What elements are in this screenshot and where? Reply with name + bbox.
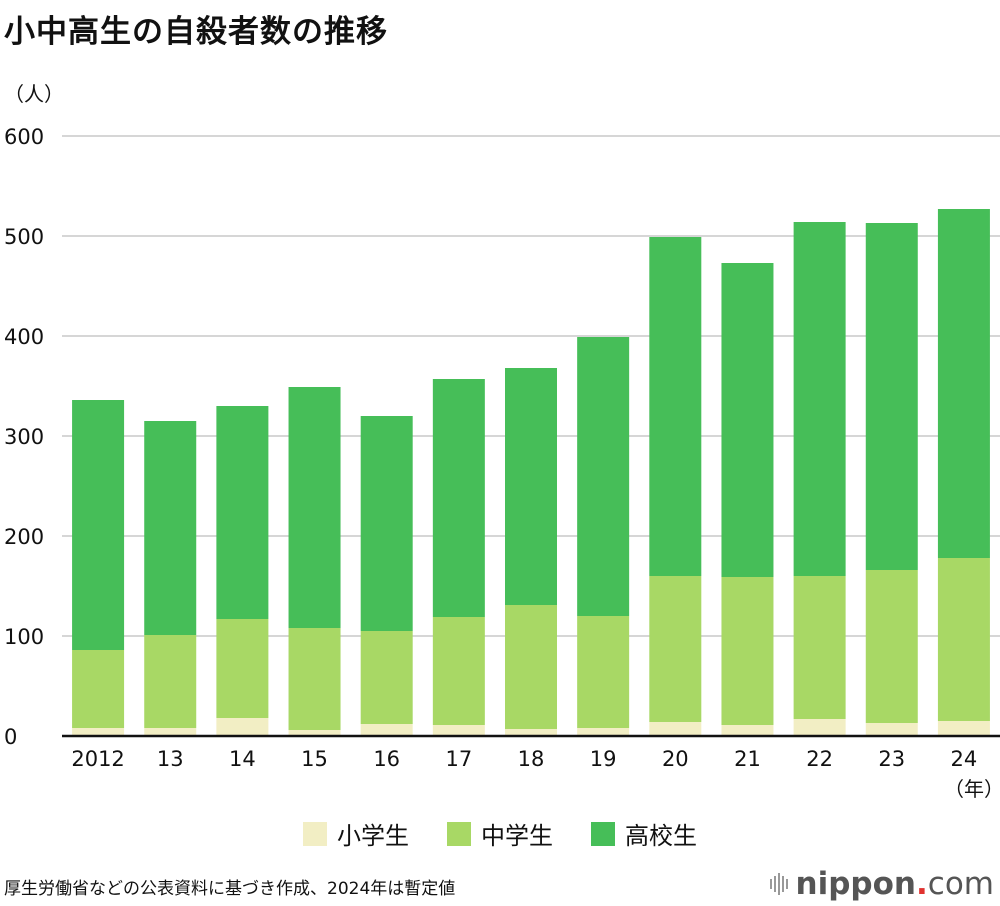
- x-tick-label: 24: [951, 747, 978, 771]
- bar-segment: [721, 263, 774, 577]
- x-tick-label: 17: [445, 747, 472, 771]
- bar-segment: [649, 722, 702, 736]
- bar-segment: [865, 223, 918, 570]
- bar-segment: [577, 337, 630, 616]
- bar-segment: [72, 650, 125, 728]
- legend-item: 小学生: [303, 816, 409, 851]
- legend-swatch: [447, 821, 471, 846]
- chart-plot: 0 100 200 300 400 500 600 2012 13 14 15 16 17 18 19 20 2…: [4, 125, 1000, 801]
- bar-segment: [144, 728, 197, 736]
- bar-segment: [288, 730, 341, 736]
- bar-segment: [216, 406, 269, 619]
- y-tick-label: 100: [4, 625, 44, 649]
- y-tick-label: 0: [4, 725, 17, 749]
- x-axis-unit: （年）: [944, 777, 1000, 801]
- y-tick-label: 300: [4, 425, 44, 449]
- x-tick-label: 14: [229, 747, 256, 771]
- chart-title: 小中高生の自殺者数の推移: [4, 14, 388, 50]
- logo-tail: com: [927, 866, 994, 902]
- bar-segment: [72, 728, 125, 736]
- bar-segment: [360, 416, 413, 631]
- bar-segment: [216, 619, 269, 718]
- legend-swatch: [303, 821, 327, 846]
- x-tick-label: 18: [518, 747, 545, 771]
- legend-item: 高校生: [591, 816, 697, 851]
- bar-segment: [721, 577, 774, 725]
- logo-text: nippon: [795, 866, 916, 902]
- y-tick-label: 200: [4, 525, 44, 549]
- bar-segment: [649, 237, 702, 576]
- y-tick-label: 500: [4, 225, 44, 249]
- bar-segment: [937, 721, 990, 736]
- bar-segment: [577, 616, 630, 728]
- logo-bars-icon: [769, 873, 788, 895]
- legend-label: 高校生: [625, 822, 697, 850]
- bar-segment: [505, 368, 557, 605]
- bar-segment: [577, 728, 630, 736]
- legend-label: 中学生: [481, 822, 553, 850]
- legend: 小学生 中学生 高校生: [0, 816, 1000, 851]
- nippon-logo: nippon. com: [769, 866, 994, 902]
- x-tick-label: 13: [157, 747, 184, 771]
- bar-segment: [360, 724, 413, 736]
- bar-segment: [288, 628, 341, 730]
- x-tick-label: 16: [373, 747, 400, 771]
- bar-segment: [288, 387, 341, 628]
- x-tick-label: 21: [734, 747, 761, 771]
- legend-item: 中学生: [447, 816, 553, 851]
- x-tick-label: 2012: [71, 747, 124, 771]
- bar-segment: [144, 421, 197, 635]
- bar-segment: [432, 725, 485, 736]
- bar-segment: [865, 570, 918, 723]
- bar-segment: [793, 222, 846, 576]
- bar-segment: [360, 631, 413, 724]
- bar-segment: [505, 729, 557, 736]
- y-axis-unit: （人）: [4, 82, 64, 106]
- bar-segment: [144, 635, 197, 728]
- bar-segment: [793, 576, 846, 719]
- bar-segment: [72, 400, 125, 650]
- x-tick-label: 20: [662, 747, 689, 771]
- bar-segment: [937, 558, 990, 721]
- source-note: 厚生労働省などの公表資料に基づき作成、2024年は暫定値: [4, 879, 456, 899]
- x-tick-label: 23: [878, 747, 905, 771]
- bar-segment: [216, 718, 269, 736]
- y-tick-label: 400: [4, 325, 44, 349]
- bar-segment: [865, 723, 918, 736]
- bar-segment: [721, 725, 774, 736]
- x-tick-label: 19: [590, 747, 617, 771]
- x-tick-label: 22: [806, 747, 833, 771]
- bar-segment: [793, 719, 846, 736]
- x-tick-label: 15: [301, 747, 328, 771]
- y-tick-label: 600: [4, 125, 44, 149]
- legend-label: 小学生: [337, 822, 409, 850]
- bar-segment: [432, 379, 485, 617]
- bar-segment: [432, 617, 485, 725]
- bar-segment: [505, 605, 557, 729]
- legend-swatch: [591, 821, 615, 846]
- bar-segment: [649, 576, 702, 722]
- logo-dot: .: [916, 866, 928, 902]
- bar-segment: [937, 209, 990, 558]
